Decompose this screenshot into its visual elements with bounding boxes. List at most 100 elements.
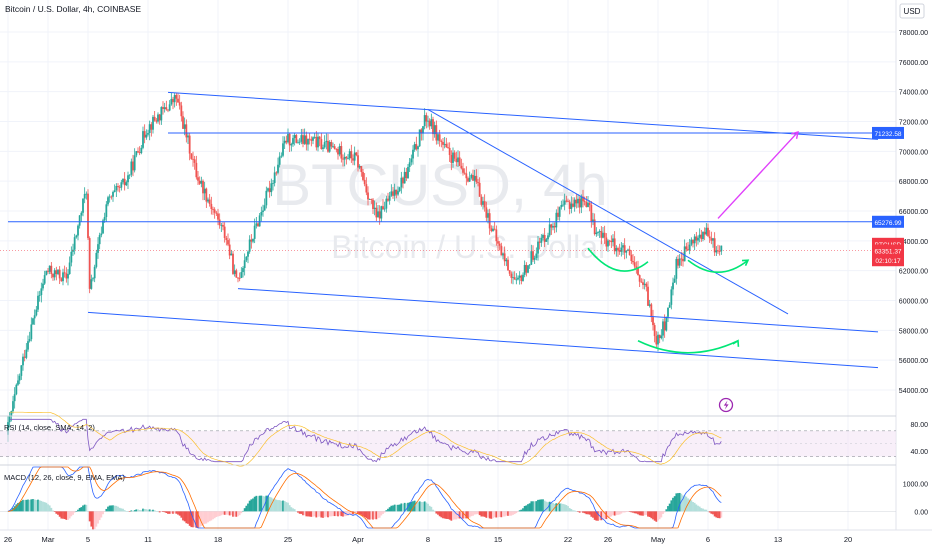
time-axis[interactable]: 26 Mar 5 11 18 25 Apr 8 15 22 26 May 6 13 20	[4, 535, 852, 544]
macd-histogram-bar	[35, 500, 38, 512]
candle-body	[327, 140, 329, 152]
annotation-curve	[587, 247, 649, 272]
candle-body	[35, 309, 38, 316]
macd-histogram-bar	[52, 510, 54, 512]
candle-body	[117, 186, 119, 187]
macd-histogram-bar	[492, 511, 494, 519]
candle-body	[380, 206, 383, 219]
candle-body	[345, 156, 348, 159]
macd-histogram-bar	[583, 511, 586, 514]
macd-histogram-bar	[335, 511, 338, 516]
candle-body	[225, 237, 228, 241]
candle-body	[258, 215, 261, 227]
currency-button[interactable]: USD	[899, 3, 925, 19]
candle-body	[388, 195, 391, 201]
macd-histogram-bar	[687, 498, 689, 512]
candle-body	[667, 307, 669, 317]
candle-body	[362, 172, 364, 180]
macd-histogram-bar	[357, 511, 359, 514]
candle-body	[45, 270, 48, 276]
candle-body	[397, 191, 399, 195]
candle-body	[617, 248, 619, 251]
macd-histogram-bar	[448, 511, 451, 520]
price-label-box	[872, 126, 904, 139]
candle-body	[322, 147, 324, 150]
macd-histogram-bar	[525, 505, 528, 512]
candle-body	[418, 129, 421, 147]
candle-body	[402, 177, 404, 184]
candle-body	[120, 182, 123, 188]
price-tick-label: 58000.00	[899, 328, 928, 335]
candle-body	[68, 262, 71, 275]
macd-histogram-bar	[327, 511, 329, 518]
candle-body	[308, 138, 311, 140]
macd-histogram-bar	[103, 511, 106, 512]
candle-body	[650, 304, 653, 318]
macd-histogram-bar	[23, 499, 26, 512]
candle-body	[672, 282, 674, 290]
candle-body	[445, 143, 448, 148]
candle-body	[292, 138, 294, 145]
candle-body	[408, 162, 411, 167]
macd-histogram-bar	[145, 509, 148, 512]
macd-histogram-bar	[465, 511, 468, 519]
candle-body	[57, 269, 59, 275]
candle-body	[143, 131, 146, 138]
macd-histogram-bar	[187, 511, 189, 524]
candle-body	[65, 273, 68, 279]
lightning-icon[interactable]	[718, 397, 734, 413]
macd-histogram-bar	[290, 507, 293, 512]
candle-body	[590, 204, 593, 222]
macd-histogram-bar	[50, 507, 53, 512]
price-tick-label: 54000.00	[899, 388, 928, 395]
candle-body	[152, 116, 154, 130]
candle-body	[427, 120, 429, 122]
macd-histogram-bar	[370, 511, 373, 520]
macd-histogram-bar	[220, 511, 223, 516]
price-axis[interactable]: 78000.00 76000.00 74000.00 72000.00 70000.00…	[872, 30, 928, 395]
macd-histogram-bar	[655, 511, 658, 522]
macd-histogram-bar	[353, 511, 356, 514]
candle-body	[703, 231, 706, 235]
macd-histogram-bar	[678, 492, 681, 512]
candle-body	[387, 198, 389, 201]
macd-histogram-bar	[508, 511, 511, 516]
macd-histogram-bar	[18, 502, 21, 512]
candle-body	[365, 184, 368, 193]
macd-histogram-bar	[480, 511, 483, 517]
price-label: 02:10:17	[875, 258, 901, 265]
macd-histogram-bar	[467, 511, 469, 519]
macd-histogram-bar	[645, 511, 648, 515]
candle-body	[352, 158, 354, 161]
macd-histogram-bar	[390, 505, 393, 512]
macd-histogram-bar	[147, 509, 149, 512]
macd-histogram-bar	[538, 499, 541, 512]
macd-histogram-bar	[292, 508, 294, 512]
macd-histogram-bar	[70, 511, 73, 517]
candle-body	[440, 141, 443, 143]
macd-histogram-bar	[565, 505, 568, 512]
candle-body	[343, 156, 346, 160]
price-tick-label: 76000.00	[899, 60, 928, 67]
macd-histogram-bar	[140, 510, 143, 512]
macd-histogram-bar	[315, 511, 318, 518]
macd-histogram-bar	[250, 499, 253, 512]
candle-body	[665, 316, 668, 331]
candle-body	[363, 179, 366, 185]
candle-body	[607, 240, 609, 247]
candle-body	[132, 161, 134, 171]
candle-body	[213, 209, 216, 213]
candle-body	[153, 116, 156, 121]
chart-title: Bitcoin / U.S. Dollar, 4h, COINBASE	[5, 4, 141, 14]
candle-body	[432, 119, 434, 135]
macd-histogram-bar	[60, 511, 63, 519]
candle-body	[392, 191, 394, 196]
candle-body	[718, 251, 721, 252]
macd-histogram-bar	[265, 495, 268, 512]
candle-body	[490, 228, 493, 231]
candle-body	[218, 219, 221, 226]
macd-histogram-bar	[387, 508, 389, 512]
macd-histogram-bar	[228, 511, 231, 516]
candle-body	[603, 232, 606, 238]
